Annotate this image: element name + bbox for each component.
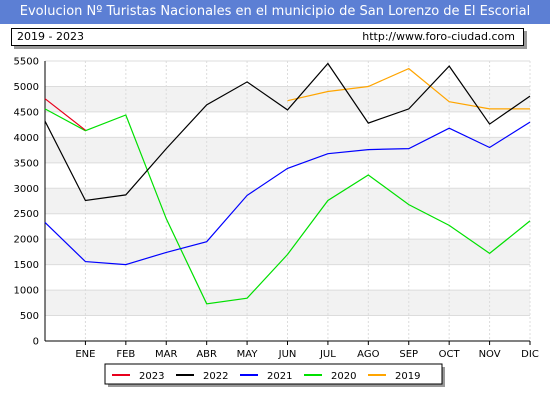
x-tick-label: OCT xyxy=(439,349,461,360)
legend: 2023 2022 2021 2020 2019 xyxy=(104,363,445,387)
x-tick-label: ENE xyxy=(75,349,95,360)
y-tick-label: 500 xyxy=(20,311,39,322)
x-tick-label: SEP xyxy=(399,349,418,360)
legend-label-2022: 2022 xyxy=(203,371,228,382)
site-url: http://www.foro-ciudad.com xyxy=(362,30,515,43)
y-tick-label: 0 xyxy=(33,337,39,348)
x-tick-label: MAY xyxy=(237,349,259,360)
series-line-2021 xyxy=(44,121,531,266)
x-tick-label: DIC xyxy=(521,349,539,360)
x-tick-label: ABR xyxy=(196,349,217,360)
y-tick-label: 3000 xyxy=(14,184,39,195)
y-tick-label: 1000 xyxy=(14,286,39,297)
x-tick-label: NOV xyxy=(479,349,501,360)
legend-label-2021: 2021 xyxy=(267,371,292,382)
legend-label-2019: 2019 xyxy=(395,371,420,382)
year-range: 2019 - 2023 xyxy=(17,30,84,43)
series-line-2022 xyxy=(44,62,531,202)
y-tick-label: 2500 xyxy=(14,209,39,220)
x-tick-label: AGO xyxy=(357,349,379,360)
x-tick-label: JUN xyxy=(278,349,297,360)
legend-label-2023: 2023 xyxy=(139,371,164,382)
y-tick-label: 5000 xyxy=(14,82,39,93)
legend-label-2020: 2020 xyxy=(331,371,356,382)
chart-title: Evolucion Nº Turistas Nacionales en el m… xyxy=(0,0,550,24)
y-tick-label: 4500 xyxy=(14,107,39,118)
series-line-2020 xyxy=(44,108,531,305)
grid-band xyxy=(45,239,530,265)
y-tick-label: 5500 xyxy=(14,57,39,68)
y-tick-label: 1500 xyxy=(14,260,39,271)
x-tick-label: JUL xyxy=(319,349,336,360)
y-tick-label: 3500 xyxy=(14,158,39,169)
series-line-2023 xyxy=(44,98,86,131)
x-tick-label: MAR xyxy=(155,349,177,360)
x-tick-label: FEB xyxy=(116,349,135,360)
legend-box xyxy=(104,363,443,385)
series-line-2019 xyxy=(287,67,530,110)
y-tick-label: 2000 xyxy=(14,235,39,246)
y-tick-label: 4000 xyxy=(14,133,39,144)
info-bar: 2019 - 2023 http://www.foro-ciudad.com xyxy=(11,28,524,46)
